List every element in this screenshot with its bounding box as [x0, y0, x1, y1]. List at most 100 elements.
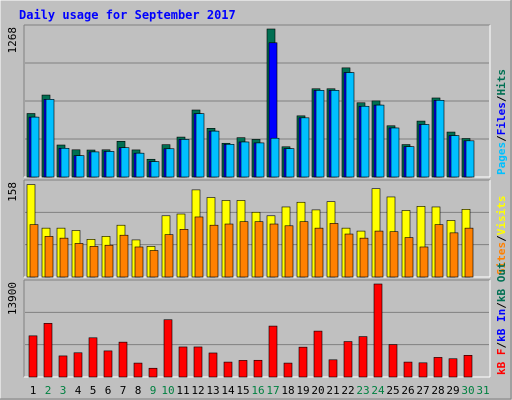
- bar-pages-day-9: [150, 161, 160, 178]
- day-label: 20: [311, 384, 324, 397]
- hits-files-pages-panel: 1268 Pages/Files/Hits: [6, 24, 508, 178]
- legend: Pages/Files/Hits: [495, 69, 508, 175]
- day-label: 16: [251, 384, 264, 397]
- bar-kb-f-day-10: [163, 319, 173, 378]
- bar-sites-day-16: [254, 221, 264, 278]
- bar-pages-day-17: [270, 137, 280, 178]
- legend-entry: Visits: [495, 196, 508, 236]
- legend-entry: /: [495, 235, 508, 242]
- day-label: 5: [90, 384, 97, 397]
- legend-entry: /: [495, 302, 508, 309]
- bar-kb-f-day-6: [103, 350, 113, 378]
- bar-pages-day-27: [420, 124, 430, 178]
- bar-kb-f-day-2: [43, 323, 53, 378]
- bar-pages-day-29: [450, 135, 460, 178]
- bar-pages-day-22: [345, 72, 355, 178]
- bar-pages-day-18: [285, 148, 295, 178]
- day-label: 3: [60, 384, 67, 397]
- legend-entry: kB In: [495, 309, 508, 342]
- bar-sites-day-19: [299, 221, 309, 278]
- bar-pages-day-4: [75, 155, 85, 178]
- bar-sites-day-28: [434, 224, 444, 278]
- legend-entry: Sites: [495, 242, 508, 275]
- bar-pages-day-7: [120, 147, 130, 178]
- bar-kb-f-day-30: [463, 355, 473, 378]
- day-label: 6: [105, 384, 112, 397]
- kbytes-panel: 13900 kB F/kB In/kB Out: [6, 262, 508, 378]
- bar-sites-day-10: [164, 234, 174, 278]
- y-max-label: 1268: [6, 27, 19, 54]
- bar-sites-day-3: [59, 237, 69, 278]
- bar-pages-day-5: [90, 151, 100, 178]
- bar-kb-f-day-9: [148, 367, 158, 378]
- bar-pages-day-25: [390, 127, 400, 178]
- bar-sites-day-7: [119, 234, 129, 278]
- bar-kb-f-day-15: [238, 360, 248, 378]
- visits-sites-panel: 158 Sites/Visits: [6, 179, 508, 278]
- bar-sites-day-20: [314, 227, 324, 278]
- bar-pages-day-28: [435, 100, 445, 178]
- bar-pages-day-2: [45, 99, 55, 178]
- day-label: 26: [401, 384, 414, 397]
- day-label: 11: [176, 384, 189, 397]
- bar-sites-day-17: [269, 223, 279, 278]
- bar-sites-day-23: [359, 237, 369, 278]
- legend-entry: Hits: [495, 69, 508, 96]
- bar-sites-day-8: [134, 246, 144, 278]
- bar-sites-day-14: [224, 223, 234, 278]
- bar-sites-day-1: [29, 224, 39, 278]
- legend: Sites/Visits: [495, 196, 508, 276]
- bar-pages-day-19: [300, 117, 310, 178]
- day-label: 25: [386, 384, 399, 397]
- day-label: 9: [150, 384, 157, 397]
- bar-sites-day-22: [344, 233, 354, 278]
- bar-kb-f-day-18: [283, 362, 293, 378]
- bar-kb-f-day-16: [253, 359, 263, 378]
- day-label: 24: [371, 384, 385, 397]
- bar-sites-day-29: [449, 232, 459, 278]
- bar-sites-day-4: [74, 243, 84, 278]
- legend: kB F/kB In/kB Out: [495, 262, 508, 375]
- bar-pages-day-15: [240, 141, 250, 178]
- bar-pages-day-24: [375, 104, 385, 178]
- day-label: 28: [431, 384, 444, 397]
- bar-sites-day-11: [179, 229, 189, 278]
- day-label: 31: [476, 384, 489, 397]
- bar-pages-day-3: [60, 147, 70, 178]
- day-label: 1: [30, 384, 37, 397]
- bar-pages-day-16: [255, 142, 265, 178]
- day-label: 7: [120, 384, 127, 397]
- bar-sites-day-21: [329, 223, 339, 278]
- bar-pages-day-13: [210, 130, 220, 178]
- bar-kb-f-day-23: [358, 336, 368, 378]
- bar-sites-day-12: [194, 216, 204, 278]
- bar-kb-f-day-22: [343, 341, 353, 378]
- day-label: 4: [75, 384, 82, 397]
- bar-sites-day-15: [239, 221, 249, 278]
- day-label: 30: [461, 384, 474, 397]
- day-label: 22: [341, 384, 354, 397]
- bar-pages-day-20: [315, 90, 325, 178]
- day-label: 15: [236, 384, 249, 397]
- y-max-label: 13900: [6, 282, 19, 315]
- day-label: 2: [45, 384, 52, 397]
- bar-pages-day-8: [135, 152, 145, 178]
- bar-sites-day-26: [404, 237, 414, 278]
- bar-pages-day-14: [225, 144, 235, 178]
- legend-entry: kB Out: [495, 262, 508, 302]
- legend-entry: /: [495, 135, 508, 142]
- bar-pages-day-6: [105, 151, 115, 178]
- bar-sites-day-9: [149, 250, 159, 278]
- chart-title: Daily usage for September 2017: [19, 8, 236, 22]
- bar-kb-f-day-27: [418, 362, 428, 378]
- legend-entry: /: [495, 95, 508, 102]
- y-max-label: 158: [6, 182, 19, 202]
- bar-sites-day-27: [419, 246, 429, 278]
- bar-kb-f-day-3: [58, 355, 68, 378]
- bar-kb-f-day-8: [133, 362, 143, 378]
- bar-sites-day-25: [389, 231, 399, 278]
- bar-kb-f-day-1: [28, 335, 38, 378]
- legend-entry: /: [495, 342, 508, 349]
- bar-sites-day-13: [209, 224, 219, 278]
